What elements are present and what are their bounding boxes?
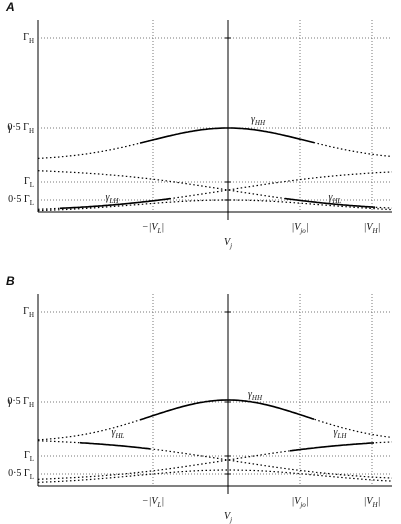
y-tick-label: ΓH [23,32,34,44]
x-axis-label-sub: j [229,516,232,524]
y-tick-label-pre: 0·5 Γ [8,468,30,479]
curve-solid [139,399,315,421]
y-tick-label-sub: H [29,127,34,135]
curve-label: γHH [248,389,263,401]
curve-label: γHL [329,192,342,204]
x-tick-label: |VH| [364,222,381,234]
x-axis-label: Vj [224,237,232,249]
curve-label-pre: γ [106,192,111,203]
x-tick-label-pre: |V [364,496,375,507]
y-tick-label-pre: 0·5 Γ [7,396,29,407]
x-tick-label-post: | [306,222,309,233]
y-tick-label-sub: H [29,401,34,409]
curve-label: γHL [112,427,125,439]
curve-label-sub: HL [115,432,125,440]
y-tick-label-sub: L [30,455,34,463]
y-tick-label-sub: L [30,181,34,189]
panel-label: A [5,0,15,14]
x-tick-label-post: | [161,496,164,507]
x-tick-label-post: | [161,222,164,233]
y-tick-label: 0·5 ΓH [7,122,34,134]
y-tick-label-sub: L [30,199,34,207]
x-tick-label-sub: L [156,227,161,235]
y-axis-label: γ [8,396,13,407]
y-tick-label: ΓL [24,450,34,462]
x-tick-label-sub: H [372,501,379,509]
curve-label-sub: HH [254,119,266,127]
panel-label: B [6,274,15,288]
x-tick-label-post: | [378,496,381,507]
y-axis-label: γ [8,122,13,133]
x-axis-label-pre: V [224,511,232,522]
y-tick-label-sub: L [30,473,34,481]
x-tick-label-sub: L [156,501,161,509]
curve-label-sub: HH [251,394,263,402]
x-tick-label-pre: |V [364,222,375,233]
curve-solid [139,127,315,144]
y-tick-label: ΓH [23,306,34,318]
x-tick-label: |VH| [364,496,381,508]
y-tick-label-pre: Γ [24,176,30,187]
x-axis-label-pre: V [224,237,232,248]
y-tick-label: 0·5 ΓH [7,396,34,408]
curve [37,440,393,479]
curve [38,469,393,483]
curve-label-pre: γ [334,427,339,438]
curve-label: γHH [251,114,266,126]
curve [37,171,393,210]
x-tick-label-pre: −|V [142,496,159,507]
panel [37,294,393,494]
x-tick-label: |Vjo| [291,496,308,508]
x-tick-label-pre: −|V [142,222,159,233]
curve-solid [79,441,151,450]
y-tick-label: 0·5 ΓL [8,468,34,480]
x-tick-label-sub: jo [299,227,306,235]
curve-label-pre: γ [112,427,117,438]
curve-label-sub: LH [109,197,120,205]
curve-solid [59,197,171,210]
y-tick-label-sub: H [29,37,34,45]
y-tick-label-pre: 0·5 Γ [8,194,30,205]
curve [37,199,393,212]
panel [37,20,393,220]
x-tick-label: −|VL| [142,496,164,508]
curve-label-pre: γ [329,192,334,203]
curve-label-pre: γ [251,114,256,125]
y-tick-label-pre: 0·5 Γ [7,122,29,133]
x-tick-label-post: | [306,496,309,507]
y-tick-label: ΓL [24,176,34,188]
curve-label: γLH [106,192,120,204]
x-tick-label: |Vjo| [291,222,308,234]
x-tick-label: −|VL| [142,222,164,234]
y-tick-label-pre: Γ [23,32,29,43]
x-axis-label: Vj [224,511,232,523]
x-tick-label-sub: jo [299,501,306,509]
x-tick-label-pre: |V [291,222,302,233]
y-tick-label-pre: Γ [24,450,30,461]
x-axis-label-sub: j [229,242,232,250]
y-tick-label: 0·5 ΓL [8,194,34,206]
curve-label: γLH [334,427,348,439]
curve-solid [289,442,375,452]
y-tick-label-sub: H [29,311,34,319]
x-tick-label-sub: H [372,227,379,235]
curve-label-sub: HL [332,197,342,205]
x-tick-label-post: | [378,222,381,233]
y-tick-label-pre: Γ [23,306,29,317]
curve [37,127,393,159]
curve-label-pre: γ [248,389,253,400]
curve-label-sub: LH [337,432,348,440]
x-tick-label-pre: |V [291,496,302,507]
curve-solid [284,197,376,208]
